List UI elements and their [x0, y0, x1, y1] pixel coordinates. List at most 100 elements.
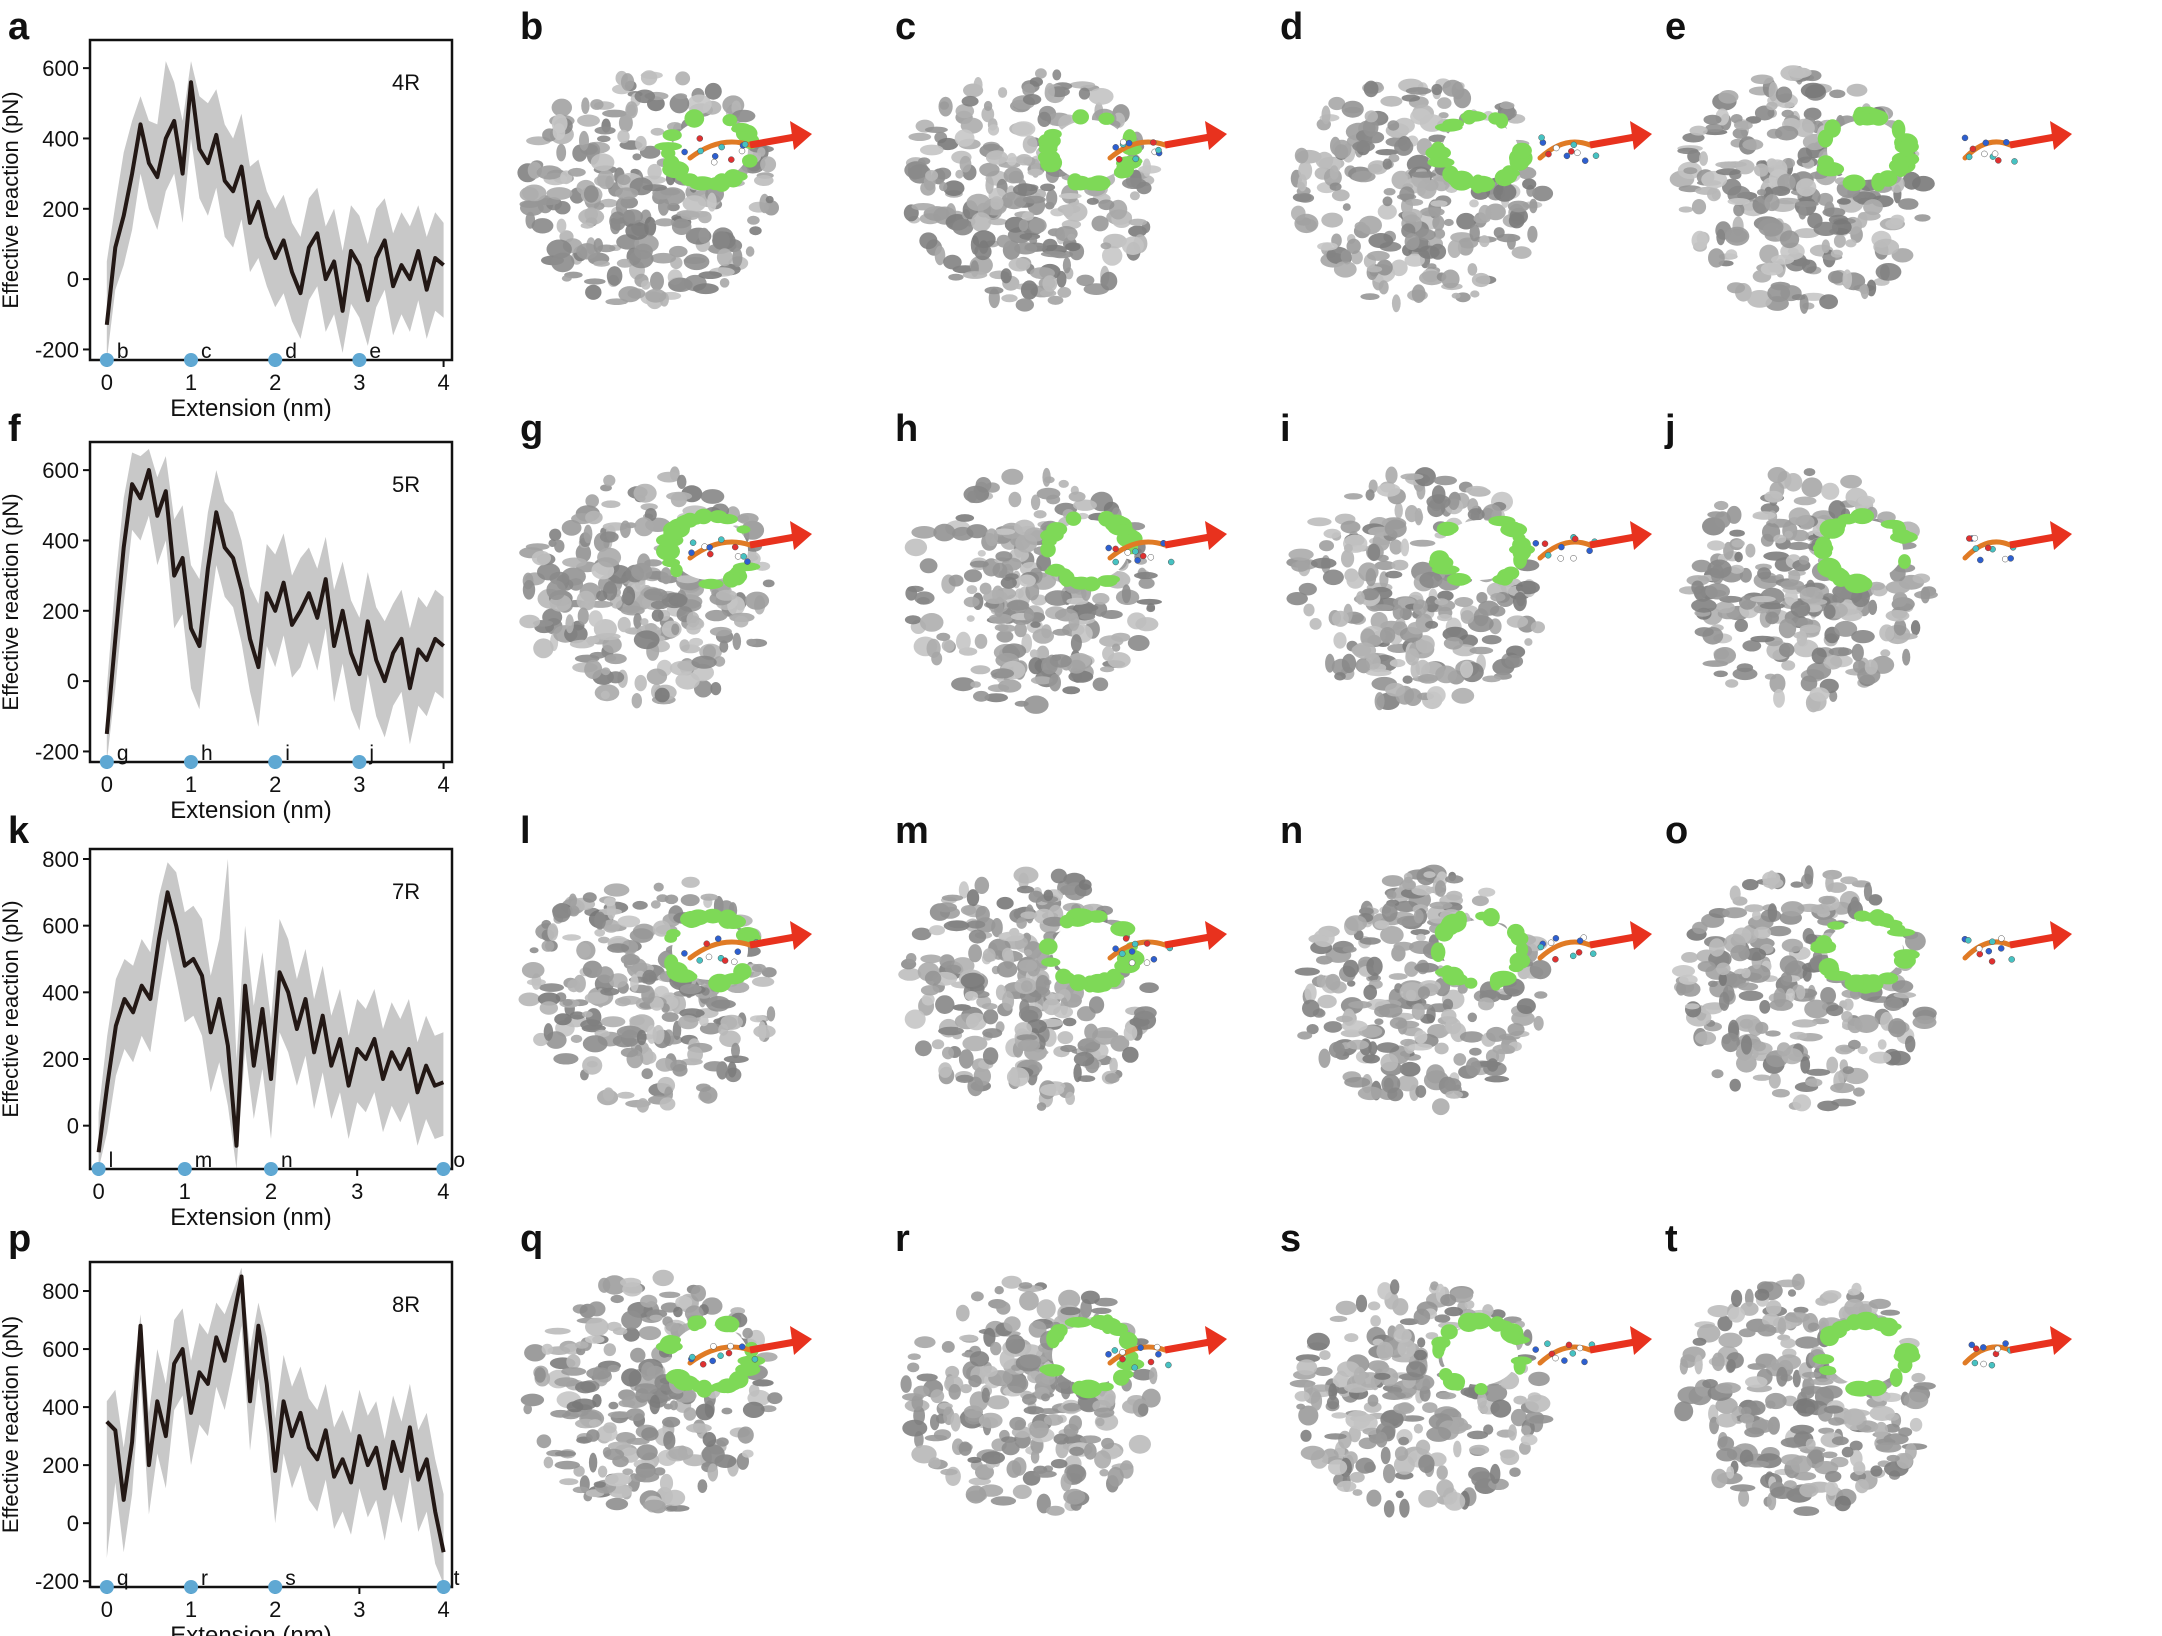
extension-marker: [436, 1162, 451, 1176]
protein-blob: [1434, 1042, 1449, 1055]
protein-blob: [1909, 1417, 1923, 1432]
protein-blob: [599, 531, 619, 543]
pore-opening: [1827, 120, 1903, 180]
protein-blob: [1352, 642, 1377, 659]
protein-blob: [632, 900, 648, 910]
protein-blob: [1784, 530, 1793, 539]
pore-rim: [722, 114, 738, 127]
pore-opening: [672, 120, 748, 180]
protein-blob: [1697, 1324, 1721, 1343]
protein-blob: [584, 992, 609, 1004]
protein-blob: [1750, 635, 1775, 643]
protein-blob: [1428, 134, 1447, 143]
protein-blob: [672, 1064, 688, 1077]
protein-blob: [626, 1408, 645, 1422]
protein-blob: [621, 1368, 642, 1387]
protein-blob: [727, 1061, 737, 1078]
protein-blob: [583, 524, 593, 544]
protein-blob: [951, 677, 976, 692]
protein-blob: [1008, 170, 1024, 184]
protein-blob: [1393, 117, 1415, 134]
pull-arrow-icon: [1205, 121, 1227, 150]
protein-blob: [1009, 1416, 1027, 1431]
protein-blob: [716, 1437, 729, 1447]
protein-blob: [577, 114, 600, 127]
protein-blob: [1362, 1054, 1380, 1064]
atom: [1575, 949, 1583, 956]
protein-blob: [1431, 83, 1443, 96]
protein-blob: [955, 1074, 974, 1083]
pull-arrow-shaft: [749, 533, 796, 549]
protein-blob: [967, 1456, 982, 1464]
protein-blob: [620, 1277, 642, 1288]
protein-blob: [585, 1335, 605, 1344]
protein-blob: [594, 126, 616, 135]
protein-blob: [1016, 154, 1033, 166]
protein-blob: [1755, 1021, 1769, 1034]
protein-blob: [1014, 700, 1029, 707]
protein-blob: [1792, 1094, 1812, 1112]
protein-blob: [1819, 1385, 1843, 1399]
protein-blob: [693, 283, 719, 295]
atom: [1571, 535, 1579, 543]
protein-blob: [1802, 967, 1812, 982]
protein-blob: [1525, 1394, 1551, 1413]
protein-blob: [1057, 287, 1072, 298]
protein-blob: [652, 920, 671, 937]
protein-blob: [1879, 624, 1895, 642]
protein-blob: [580, 222, 594, 229]
atom: [1544, 1340, 1551, 1347]
protein-blob: [1404, 688, 1422, 706]
protein-blob: [1062, 257, 1071, 274]
protein-blob: [1019, 1354, 1042, 1369]
protein-blob: [602, 109, 628, 118]
protein-blob: [1836, 198, 1851, 205]
protein-blob: [1393, 941, 1414, 951]
protein-blob: [1326, 1395, 1340, 1410]
protein-blob: [620, 1047, 639, 1058]
protein-blob: [1469, 1047, 1482, 1056]
protein-blob: [731, 109, 756, 123]
protein-blob: [715, 589, 738, 601]
protein-blob: [1068, 612, 1080, 631]
protein-blob: [593, 260, 610, 267]
protein-blob: [992, 562, 1008, 578]
protein-blob: [603, 1343, 616, 1357]
protein-blob: [1391, 294, 1401, 313]
pore-rim: [1064, 1316, 1092, 1328]
y-axis-label: Effective reaction (pN): [0, 1316, 23, 1533]
atom: [1132, 548, 1139, 555]
protein-blob: [1490, 1399, 1512, 1418]
atom: [731, 543, 739, 551]
protein-blob: [1375, 1431, 1388, 1448]
protein-blob: [544, 1327, 571, 1335]
pore-rim: [717, 1378, 739, 1394]
atom: [1972, 1345, 1980, 1352]
protein-blob: [1393, 1328, 1412, 1343]
protein-blob: [1888, 1018, 1907, 1038]
protein-blob: [1376, 1341, 1394, 1361]
protein-blob: [1008, 257, 1031, 272]
protein-blob: [1886, 1454, 1900, 1462]
y-tick-label: 400: [42, 980, 79, 1005]
pore-rim: [666, 1369, 690, 1385]
protein-blob: [988, 218, 1008, 226]
protein-blob: [1802, 1371, 1821, 1378]
protein-blob: [988, 613, 1013, 624]
protein-blob: [1821, 482, 1840, 500]
protein-blob: [1850, 1449, 1863, 1467]
protein-blob: [1765, 1030, 1781, 1037]
protein-blob: [1723, 541, 1734, 560]
pore-rim: [1046, 522, 1068, 537]
protein-blob: [993, 528, 1016, 535]
protein-blob: [1041, 1393, 1050, 1402]
protein-blob: [1774, 125, 1799, 141]
protein-blob: [1699, 151, 1708, 166]
pore-rim: [1869, 909, 1886, 926]
protein-blob: [586, 1429, 600, 1442]
protein-blob: [555, 1450, 576, 1457]
protein-blob: [1395, 1490, 1404, 1499]
pore-rim: [663, 1335, 682, 1345]
protein-blob: [1129, 191, 1140, 201]
atom: [1991, 150, 1999, 157]
